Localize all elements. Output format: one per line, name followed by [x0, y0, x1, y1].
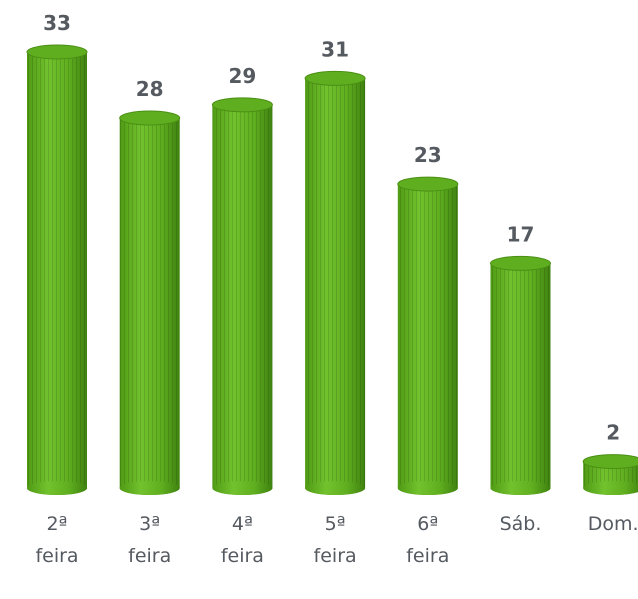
bar-texture: [119, 118, 180, 488]
value-label: 29: [228, 64, 256, 88]
bar-top: [26, 44, 88, 60]
x-tick-label: 3ª feira: [128, 513, 172, 567]
bar-base-front: [583, 481, 638, 495]
bar-top: [490, 255, 551, 271]
value-label: 17: [507, 222, 535, 246]
x-tick-label: 4ª feira: [220, 513, 264, 567]
value-label: 28: [136, 77, 164, 101]
value-label: 33: [43, 11, 71, 35]
bar-base-front: [397, 481, 458, 495]
bar-base-front: [119, 481, 180, 495]
bar-texture: [397, 184, 458, 488]
bar-top: [582, 454, 638, 470]
value-label: 2: [606, 421, 620, 445]
bar-top: [397, 176, 459, 192]
x-tick-label: Dom.: [587, 513, 638, 535]
value-label: 31: [321, 37, 349, 61]
x-tick-label: 5ª feira: [313, 513, 357, 567]
bar-base-front: [27, 481, 87, 495]
bar-texture: [305, 78, 366, 488]
bar-base-front: [305, 481, 366, 495]
x-tick-label: 2ª feira: [35, 513, 79, 567]
x-tick-label: Sáb.: [499, 513, 542, 535]
bar-texture: [490, 263, 551, 488]
bar-base-front: [212, 481, 273, 495]
value-label: 23: [414, 143, 442, 167]
bar-texture: [27, 52, 87, 488]
bar-top: [211, 97, 273, 113]
bar-texture: [212, 104, 273, 489]
x-tick-label: 6ª feira: [406, 513, 450, 567]
bar-base-front: [490, 481, 551, 495]
bar-top: [119, 110, 181, 126]
bar-top: [304, 70, 366, 86]
